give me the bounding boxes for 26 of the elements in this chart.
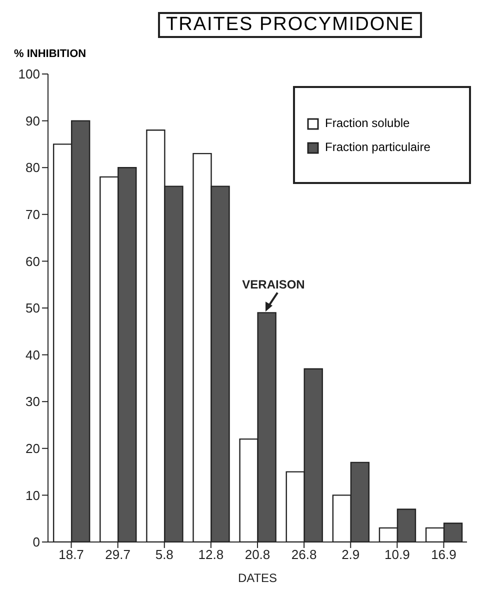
x-tick-label: 29.7 [105,547,130,562]
annotation: VERAISON [242,278,305,292]
x-tick-label: 20.8 [244,547,270,562]
x-tick-label: 5.8 [155,547,174,562]
y-tick-label: 30 [26,394,40,410]
y-tick-label: 70 [26,207,40,222]
legend-label: Fraction soluble [325,116,410,130]
x-tick-label: 10.9 [384,547,410,562]
y-tick-label: 50 [26,300,40,316]
chart-title: TRAITES PROCYMIDONE [158,12,422,38]
y-tick-label: 60 [26,254,40,269]
legend-label: Fraction particulaire [325,140,430,154]
x-axis-title: DATES [238,571,278,585]
y-tick-label: 80 [26,160,40,176]
x-tick-label: 12.8 [198,547,224,562]
y-tick-label: 40 [26,347,40,362]
y-tick-label: 100 [18,66,40,82]
x-tick-label: 2.9 [342,547,360,562]
y-tick-label: 90 [26,113,40,128]
y-axis-title: % INHIBITION [14,48,86,60]
y-tick-label: 0 [32,534,40,550]
x-tick-label: 26.8 [291,547,317,562]
x-tick-label: 18.7 [58,547,84,562]
x-tick-label: 16.9 [431,547,456,562]
y-tick-label: 20 [26,441,40,456]
y-tick-label: 10 [26,488,40,503]
